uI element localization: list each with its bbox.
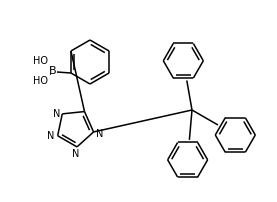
Text: N: N [96, 129, 103, 139]
Text: N: N [53, 109, 60, 119]
Text: B: B [49, 66, 57, 76]
Text: N: N [72, 149, 80, 159]
Text: HO: HO [34, 76, 48, 86]
Text: HO: HO [34, 56, 48, 66]
Text: N: N [47, 131, 54, 141]
